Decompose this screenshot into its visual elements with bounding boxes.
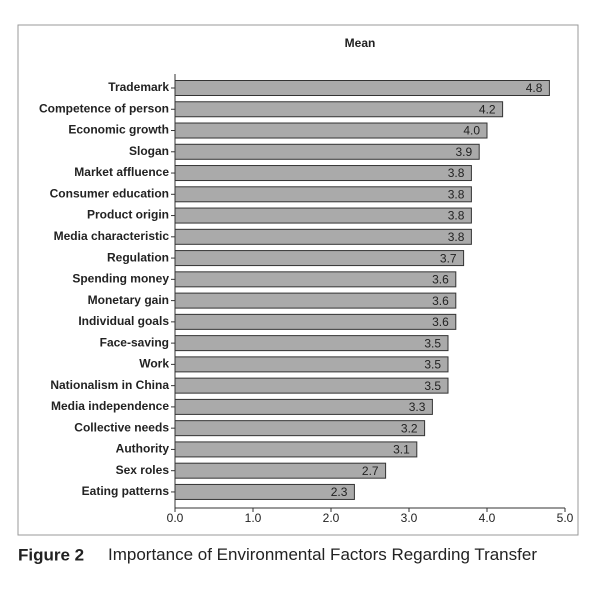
bar	[174, 101, 504, 118]
value-label: 3.8	[448, 187, 465, 201]
x-tick-label: 3.0	[401, 511, 418, 525]
value-label: 3.8	[448, 166, 465, 180]
y-tick-label: Eating patterns	[82, 484, 170, 498]
y-tick-label: Collective needs	[74, 420, 169, 434]
value-label: 3.5	[424, 358, 441, 372]
value-label: 2.3	[331, 485, 348, 499]
y-tick-label: Trademark	[108, 80, 169, 94]
bar	[174, 122, 488, 139]
y-tick-label: Economic growth	[68, 123, 169, 137]
y-tick-label: Consumer education	[50, 186, 169, 200]
bar	[174, 80, 550, 96]
value-label: 3.9	[456, 145, 473, 159]
bar	[174, 335, 449, 352]
y-tick-label: Regulation	[107, 250, 169, 264]
bar	[174, 441, 418, 458]
bar	[174, 228, 472, 245]
bar	[174, 186, 472, 203]
value-label: 3.8	[448, 230, 465, 244]
value-label: 3.8	[448, 209, 465, 223]
value-label: 4.2	[479, 102, 496, 116]
bar	[174, 462, 387, 479]
y-tick-label: Monetary gain	[88, 293, 169, 307]
y-tick-label: Authority	[116, 442, 170, 456]
y-tick-label: Spending money	[72, 272, 169, 286]
x-tick-label: 2.0	[323, 511, 340, 525]
value-label: 3.3	[409, 400, 426, 414]
x-tick-label: 4.0	[479, 511, 496, 525]
bar	[174, 143, 480, 160]
x-tick-label: 0.0	[167, 511, 184, 525]
value-label: 2.7	[362, 464, 379, 478]
value-label: 3.6	[432, 294, 449, 308]
figure-label: Figure 2	[18, 545, 84, 564]
bar	[174, 420, 426, 437]
bar	[174, 250, 465, 267]
bar	[174, 483, 355, 500]
bar	[174, 398, 433, 415]
y-tick-label: Product origin	[87, 208, 169, 222]
x-tick-label: 1.0	[245, 511, 262, 525]
bar	[174, 207, 472, 224]
y-tick-label: Media independence	[51, 399, 169, 413]
value-label: 3.6	[432, 315, 449, 329]
bar	[174, 271, 457, 288]
value-label: 3.5	[424, 379, 441, 393]
bar	[174, 165, 472, 182]
bar	[174, 377, 449, 394]
value-label: 3.5	[424, 336, 441, 350]
caption: Importance of Environmental Factors Rega…	[108, 545, 537, 564]
value-label: 4.8	[526, 81, 543, 95]
value-label: 3.6	[432, 273, 449, 287]
value-label: 4.0	[463, 124, 480, 138]
value-label: 3.2	[401, 421, 418, 435]
bar	[174, 313, 457, 330]
y-tick-label: Nationalism in China	[50, 378, 169, 392]
x-tick-label: 5.0	[557, 511, 574, 525]
frame	[17, 24, 579, 536]
bar	[174, 356, 449, 373]
y-tick-label: Slogan	[129, 144, 169, 158]
y-tick-label: Media characteristic	[54, 229, 170, 243]
y-tick-label: Work	[139, 357, 169, 371]
y-tick-label: Sex roles	[116, 463, 170, 477]
bar	[174, 292, 457, 309]
value-label: 3.7	[440, 251, 457, 265]
value-label: 3.1	[393, 443, 410, 457]
y-tick-label: Market affluence	[74, 165, 169, 179]
caption-line: Importance of Environmental Factors Rega…	[108, 545, 537, 564]
chart-title: Mean	[345, 36, 376, 50]
y-tick-label: Face-saving	[100, 335, 169, 349]
y-tick-label: Competence of person	[39, 101, 169, 115]
y-tick-label: Individual goals	[78, 314, 169, 328]
